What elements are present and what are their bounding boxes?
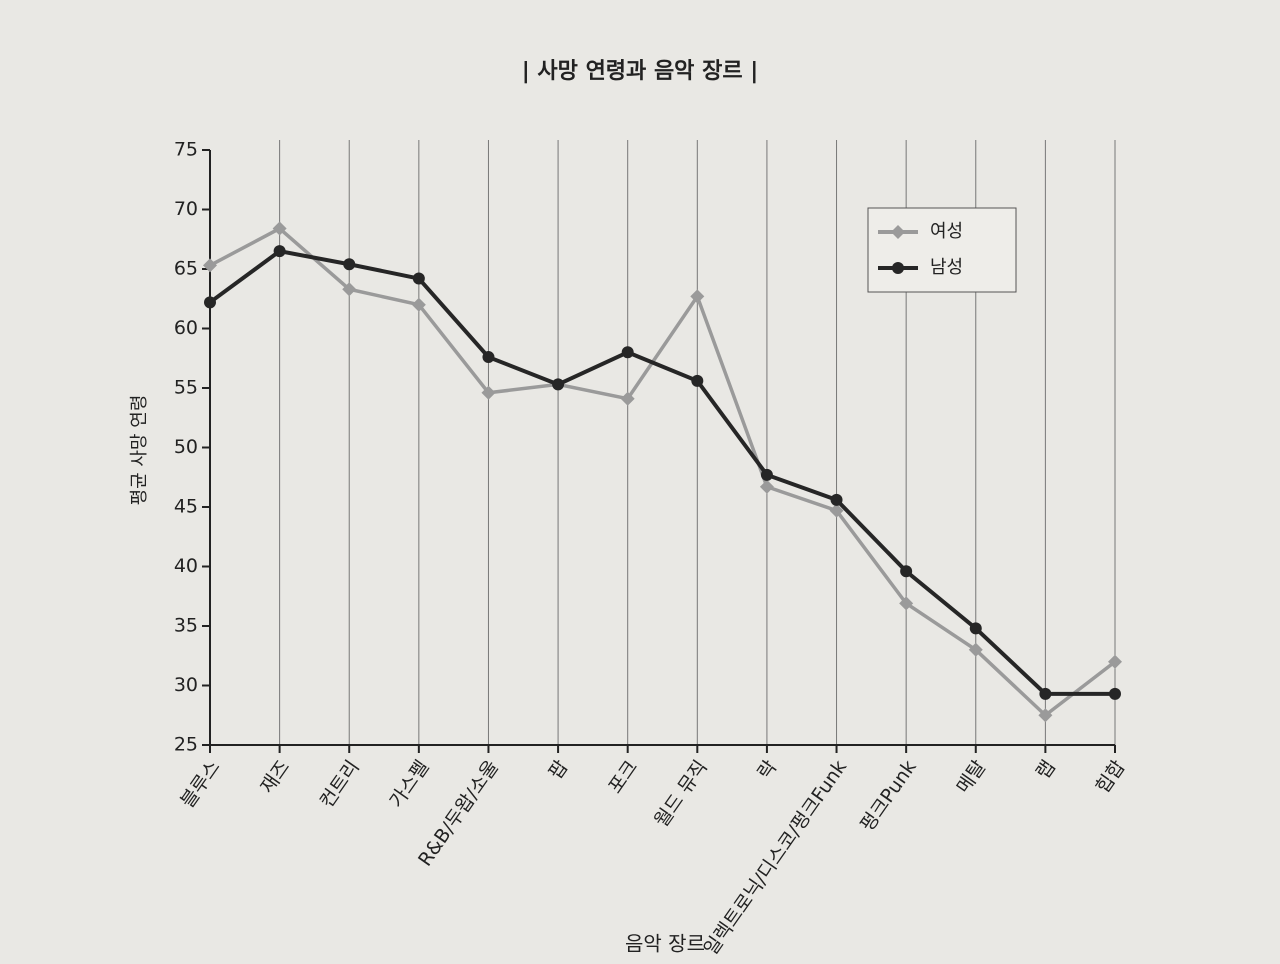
legend-marker — [891, 225, 905, 239]
data-point — [759, 479, 774, 494]
data-point — [620, 391, 635, 406]
y-tick-label: 55 — [174, 377, 198, 399]
data-point — [343, 258, 356, 271]
data-point — [411, 297, 426, 312]
y-tick-label: 70 — [174, 198, 198, 220]
y-tick-label: 35 — [174, 615, 198, 637]
y-tick-label: 40 — [174, 555, 198, 577]
y-tick-label: 25 — [174, 734, 198, 756]
data-point — [412, 272, 425, 285]
data-point — [273, 245, 286, 258]
data-point — [969, 622, 982, 635]
data-point — [899, 596, 914, 611]
data-point — [482, 351, 495, 364]
data-point — [481, 385, 496, 400]
data-point — [204, 296, 216, 309]
y-axis-label: 평균 사망 연령 — [129, 395, 150, 506]
legend-label: 여성 — [930, 221, 963, 242]
legend-label: 남성 — [930, 257, 963, 278]
data-point — [829, 503, 844, 518]
data-point — [1108, 654, 1122, 669]
y-tick-label: 30 — [174, 674, 198, 696]
data-point — [900, 565, 913, 578]
series-line — [208, 249, 1115, 696]
y-tick-label: 60 — [174, 317, 198, 339]
series-line — [209, 226, 1117, 718]
legend-box — [867, 207, 1017, 293]
y-tick-label: 65 — [174, 258, 198, 280]
data-point — [1109, 687, 1121, 700]
data-point — [1039, 687, 1052, 700]
chart-title: | 사망 연령과 음악 장르 | — [522, 59, 759, 84]
data-point — [830, 493, 843, 506]
data-point — [690, 289, 705, 304]
legend-marker — [892, 262, 904, 274]
y-tick-label: 45 — [174, 496, 198, 518]
data-point — [621, 346, 634, 359]
y-tick-label: 50 — [174, 436, 198, 458]
data-point — [968, 642, 983, 657]
data-point — [760, 468, 773, 481]
data-point — [342, 282, 357, 297]
data-point — [203, 258, 217, 273]
x-axis-label: 음악 장르 — [625, 932, 705, 956]
data-point — [691, 374, 704, 387]
data-point — [272, 221, 287, 236]
y-tick-label: 75 — [174, 139, 198, 161]
data-point — [552, 378, 565, 391]
data-point — [1038, 708, 1053, 723]
